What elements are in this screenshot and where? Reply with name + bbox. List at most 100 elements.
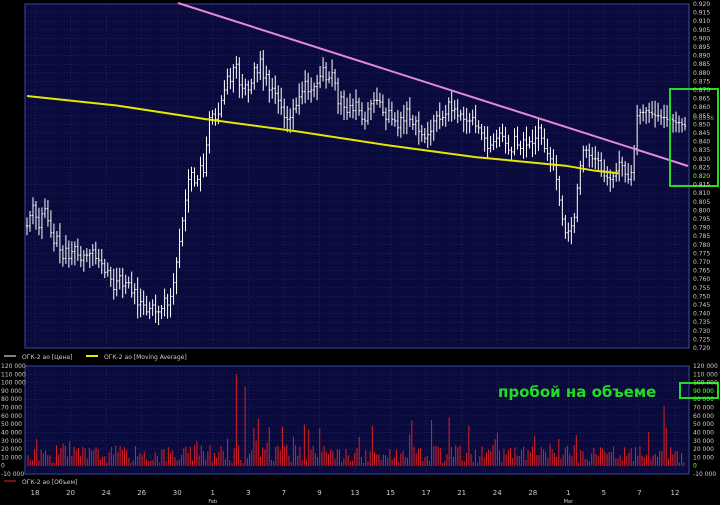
x-tick-label: 1 xyxy=(566,489,570,497)
volume-tick-label-left: 100 000 xyxy=(1,380,26,387)
volume-legend-label: ОГК-2 ао [Объем] xyxy=(22,479,77,486)
annotation-text: пробой на объеме xyxy=(498,383,656,401)
price-tick-label: 0.795 xyxy=(693,216,710,223)
x-tick-label: 7 xyxy=(637,489,641,497)
volume-grid xyxy=(25,365,689,475)
price-tick-label: 0.735 xyxy=(693,319,710,326)
x-tick-month: Mar xyxy=(564,499,574,505)
x-tick-label: 24 xyxy=(102,489,111,497)
volume-tick-label: 10 000 xyxy=(693,454,714,461)
volume-highlight-box xyxy=(679,382,719,399)
price-tick-label: 0.870 xyxy=(693,87,710,94)
price-tick-label: 0.865 xyxy=(693,96,710,103)
volume-marker-label: 0 xyxy=(693,463,697,470)
x-tick-label: 24 xyxy=(493,489,502,497)
price-tick-label: 0.825 xyxy=(693,164,710,171)
x-tick-label: 5 xyxy=(602,489,606,497)
volume-tick-label: 60 000 xyxy=(693,413,714,420)
price-tick-label: 0.915 xyxy=(693,10,710,17)
volume-tick-label: 120 000 xyxy=(693,363,718,370)
price-tick-label: 0.890 xyxy=(693,53,710,60)
volume-tick-label: 90 000 xyxy=(693,388,714,395)
price-legend-label: ОГК-2 ао [Цена] xyxy=(22,354,72,361)
volume-tick-label-left: 0 xyxy=(1,463,5,470)
price-tick-label: 0.785 xyxy=(693,233,710,240)
volume-tick-label-left: -10 000 xyxy=(1,471,24,478)
volume-tick-label: 40 000 xyxy=(693,429,714,436)
price-tick-label: 0.845 xyxy=(693,130,710,137)
volume-tick-label: 110 000 xyxy=(693,371,718,378)
x-axis: 18 20 24 26 30 1 Feb 3 7 9 13 15 17 21 24 28 1 Mar 5 7 12 xyxy=(31,489,680,505)
price-tick-label: 0.750 xyxy=(693,293,710,300)
price-tick-label: 0.835 xyxy=(693,147,710,154)
x-tick-label: 30 xyxy=(173,489,182,497)
volume-marker-label: 80 000 xyxy=(693,396,714,403)
price-tick-label: 0.895 xyxy=(693,44,710,51)
price-tick-label: 0.810 xyxy=(693,190,710,197)
volume-tick-label: 100 000 xyxy=(693,380,718,387)
price-tick-label: 0.840 xyxy=(693,139,710,146)
volume-tick-label: 70 000 xyxy=(693,405,714,412)
price-tick-label: 0.720 xyxy=(693,345,710,352)
price-tick-label: 0.780 xyxy=(693,242,710,249)
price-tick-label: 0.850 xyxy=(693,121,710,128)
volume-tick-label-left: 30 000 xyxy=(1,438,22,445)
volume-tick-label-left: 120 000 xyxy=(1,363,26,370)
price-tick-label: 0.875 xyxy=(693,78,710,85)
x-tick-label: 1 xyxy=(211,489,215,497)
x-tick-label: 15 xyxy=(386,489,395,497)
price-tick-label: 0.885 xyxy=(693,61,710,68)
price-tick-label: 0.910 xyxy=(693,18,710,25)
x-tick-label: 26 xyxy=(137,489,146,497)
price-tick-label: 0.745 xyxy=(693,302,710,309)
x-tick-label: 28 xyxy=(528,489,537,497)
price-tick-label: 0.830 xyxy=(693,156,710,163)
price-tick-label: 0.900 xyxy=(693,35,710,42)
volume-tick-label: 0 xyxy=(693,463,697,470)
price-panel xyxy=(24,3,690,349)
volume-marker-label: 90 000 xyxy=(693,388,714,395)
price-tick-label: 0.800 xyxy=(693,207,710,214)
volume-tick-label: 30 000 xyxy=(693,438,714,445)
x-tick-label: 18 xyxy=(31,489,40,497)
price-tick-label: 0.860 xyxy=(693,104,710,111)
volume-tick-label-left: 20 000 xyxy=(1,446,22,453)
x-tick-label: 20 xyxy=(66,489,75,497)
resistance-trendline xyxy=(177,2,689,167)
breakout-highlight-box xyxy=(669,88,719,187)
volume-tick-label-left: 90 000 xyxy=(1,388,22,395)
volume-tick-label-left: 80 000 xyxy=(1,396,22,403)
volume-tick-label-left: 50 000 xyxy=(1,421,22,428)
volume-tick-label-left: 110 000 xyxy=(1,371,26,378)
price-tick-label: 0.880 xyxy=(693,70,710,77)
volume-tick-label-left: 10 000 xyxy=(1,454,22,461)
volume-bars xyxy=(27,374,685,466)
x-tick-label: 21 xyxy=(457,489,466,497)
price-tick-label: 0.770 xyxy=(693,259,710,266)
x-tick-label: 9 xyxy=(317,489,321,497)
price-marker-label: 0.820 xyxy=(693,173,710,180)
price-tick-label: 0.740 xyxy=(693,311,710,318)
price-tick-label: 0.755 xyxy=(693,285,710,292)
volume-tick-label: -10 000 xyxy=(693,471,716,478)
price-tick-label: 0.730 xyxy=(693,328,710,335)
volume-tick-label: 50 000 xyxy=(693,421,714,428)
price-marker-label: 0.8536 xyxy=(693,115,714,122)
x-tick-month: Feb xyxy=(208,499,217,505)
x-tick-label: 17 xyxy=(422,489,431,497)
price-candles xyxy=(25,50,687,326)
moving-average-line xyxy=(26,95,620,175)
price-tick-label: 0.725 xyxy=(693,336,710,343)
ma-legend-label: ОГК-2 ао [Moving Average] xyxy=(104,354,187,361)
volume-tick-label-left: 60 000 xyxy=(1,413,22,420)
volume-tick-label: 20 000 xyxy=(693,446,714,453)
price-tick-label: 0.775 xyxy=(693,250,710,257)
price-tick-label: 0.905 xyxy=(693,27,710,34)
x-tick-label: 3 xyxy=(246,489,250,497)
price-tick-label: 0.815 xyxy=(693,182,710,189)
volume-tick-label-left: 70 000 xyxy=(1,405,22,412)
price-tick-label: 0.790 xyxy=(693,225,710,232)
